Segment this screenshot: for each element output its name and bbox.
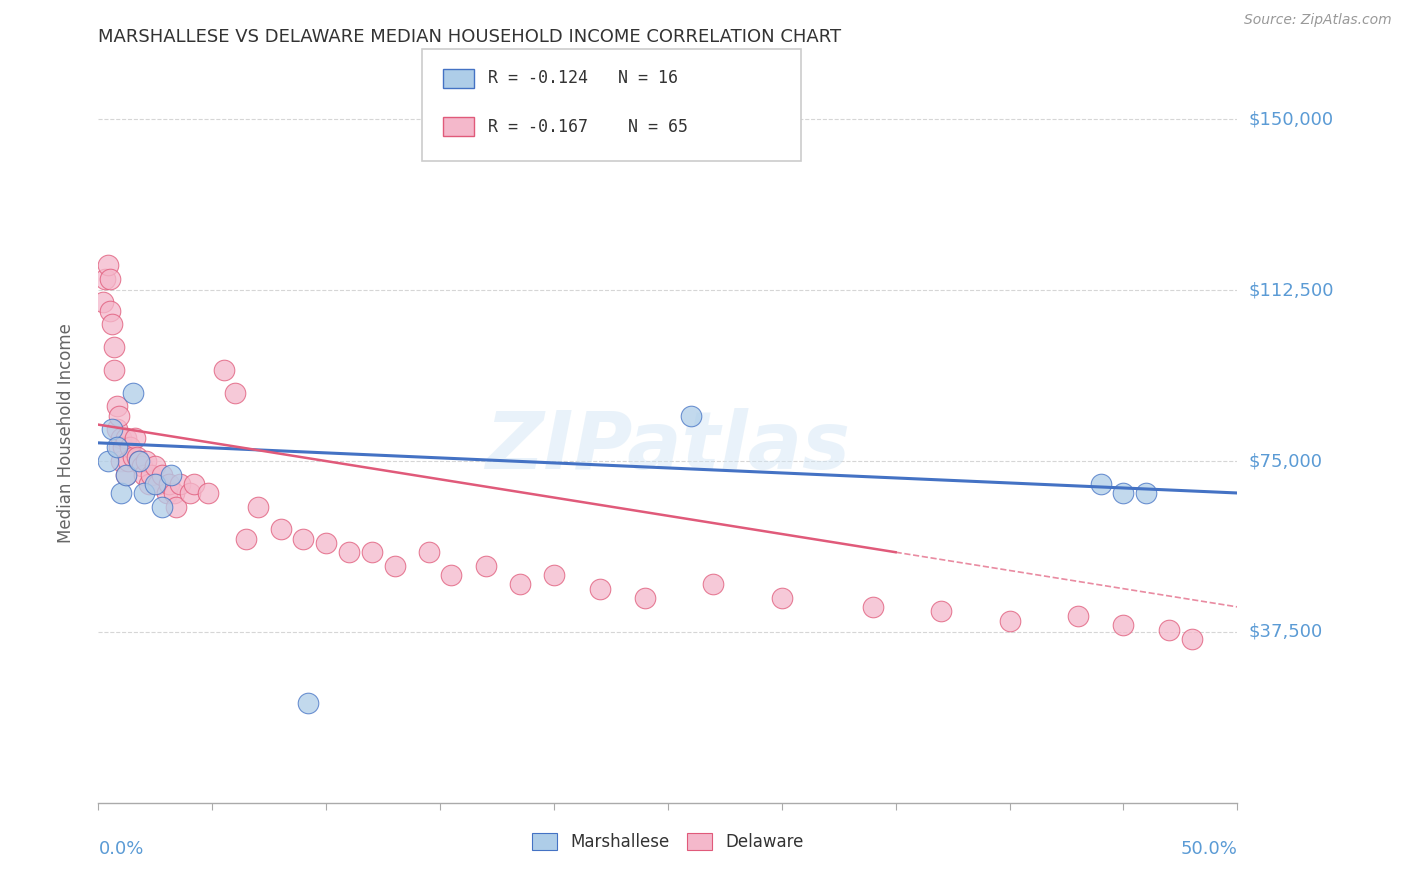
Point bbox=[1090, 476, 1112, 491]
Point bbox=[634, 591, 657, 605]
Point bbox=[235, 532, 257, 546]
Point bbox=[121, 385, 143, 400]
Text: 0.0%: 0.0% bbox=[98, 840, 143, 858]
Point bbox=[108, 441, 131, 455]
Point bbox=[1181, 632, 1204, 646]
Point bbox=[103, 340, 125, 354]
Point bbox=[150, 500, 173, 514]
Point bbox=[132, 467, 155, 482]
Point bbox=[145, 476, 167, 491]
Point bbox=[98, 272, 121, 286]
Point bbox=[270, 523, 292, 537]
Point bbox=[1112, 618, 1135, 632]
Point bbox=[165, 500, 187, 514]
Point bbox=[360, 545, 382, 559]
Point bbox=[440, 568, 463, 582]
Point bbox=[162, 486, 184, 500]
Text: Source: ZipAtlas.com: Source: ZipAtlas.com bbox=[1244, 13, 1392, 28]
Point bbox=[96, 258, 118, 272]
Text: $37,500: $37,500 bbox=[1249, 623, 1323, 641]
Point bbox=[110, 454, 132, 468]
Point bbox=[770, 591, 793, 605]
Point bbox=[1067, 609, 1090, 624]
Point bbox=[1135, 486, 1157, 500]
Point bbox=[139, 467, 162, 482]
Point bbox=[998, 614, 1021, 628]
Point bbox=[150, 467, 173, 482]
Point bbox=[384, 558, 406, 573]
Point bbox=[105, 441, 128, 455]
Point bbox=[588, 582, 610, 596]
Point bbox=[212, 363, 235, 377]
Text: R = -0.124   N = 16: R = -0.124 N = 16 bbox=[488, 70, 678, 87]
Point bbox=[105, 400, 128, 414]
Point bbox=[91, 294, 114, 309]
Point bbox=[160, 467, 183, 482]
Point bbox=[114, 431, 136, 445]
Point bbox=[135, 454, 157, 468]
Point bbox=[110, 431, 132, 445]
Y-axis label: Median Household Income: Median Household Income bbox=[56, 323, 75, 542]
Point bbox=[132, 486, 155, 500]
Point bbox=[101, 318, 124, 332]
Point bbox=[101, 422, 124, 436]
Point bbox=[128, 454, 150, 468]
Point bbox=[146, 476, 169, 491]
Point bbox=[929, 604, 952, 618]
Point bbox=[96, 454, 118, 468]
Point bbox=[297, 696, 319, 710]
Point bbox=[114, 467, 136, 482]
Point bbox=[315, 536, 337, 550]
Point bbox=[105, 422, 128, 436]
Point bbox=[509, 577, 531, 591]
Point bbox=[1112, 486, 1135, 500]
Point bbox=[98, 303, 121, 318]
Point bbox=[543, 568, 565, 582]
Point bbox=[224, 385, 246, 400]
Point bbox=[474, 558, 496, 573]
Legend: Marshallese, Delaware: Marshallese, Delaware bbox=[526, 826, 810, 857]
Point bbox=[128, 454, 150, 468]
Point bbox=[292, 532, 315, 546]
Point bbox=[157, 476, 180, 491]
Point bbox=[114, 467, 136, 482]
Point bbox=[169, 476, 191, 491]
Point bbox=[110, 486, 132, 500]
Text: $75,000: $75,000 bbox=[1249, 452, 1323, 470]
Point bbox=[124, 431, 146, 445]
Point bbox=[862, 599, 884, 614]
Point bbox=[138, 476, 160, 491]
Point bbox=[197, 486, 219, 500]
Point bbox=[94, 272, 117, 286]
Point bbox=[156, 486, 179, 500]
Point bbox=[103, 363, 125, 377]
Point bbox=[145, 458, 167, 473]
Text: $150,000: $150,000 bbox=[1249, 111, 1333, 128]
Text: 50.0%: 50.0% bbox=[1181, 840, 1237, 858]
Point bbox=[112, 441, 135, 455]
Text: R = -0.167    N = 65: R = -0.167 N = 65 bbox=[488, 118, 688, 136]
Point bbox=[131, 458, 153, 473]
Point bbox=[179, 486, 201, 500]
Point bbox=[246, 500, 269, 514]
Point bbox=[418, 545, 440, 559]
Point bbox=[121, 450, 143, 464]
Text: $112,500: $112,500 bbox=[1249, 281, 1334, 299]
Point bbox=[679, 409, 702, 423]
Point bbox=[120, 441, 142, 455]
Text: MARSHALLESE VS DELAWARE MEDIAN HOUSEHOLD INCOME CORRELATION CHART: MARSHALLESE VS DELAWARE MEDIAN HOUSEHOLD… bbox=[98, 28, 842, 45]
Point bbox=[183, 476, 205, 491]
Point bbox=[337, 545, 360, 559]
Point bbox=[117, 454, 139, 468]
Text: ZIPatlas: ZIPatlas bbox=[485, 409, 851, 486]
Point bbox=[108, 409, 131, 423]
Point bbox=[1157, 623, 1180, 637]
Point bbox=[127, 450, 149, 464]
Point bbox=[702, 577, 724, 591]
